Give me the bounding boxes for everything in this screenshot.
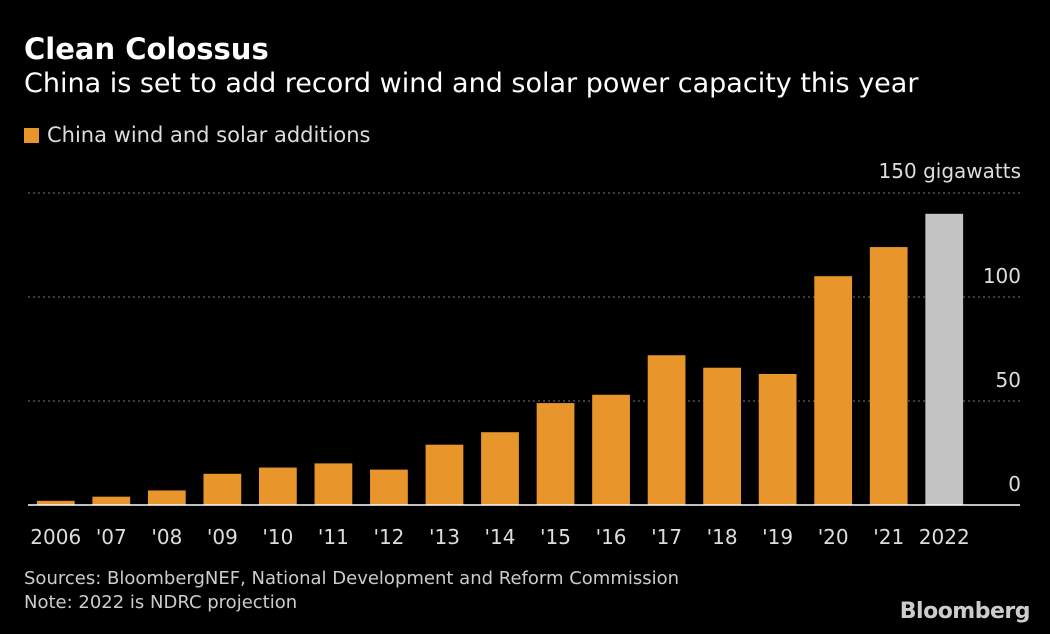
bar bbox=[758, 373, 797, 505]
bar bbox=[147, 490, 186, 505]
note-text: Note: 2022 is NDRC projection bbox=[24, 592, 298, 613]
chart-subtitle: China is set to add record wind and sola… bbox=[24, 68, 919, 99]
gridlines bbox=[28, 192, 1020, 402]
bar bbox=[370, 469, 408, 505]
y-tick-labels: 0 50 100 150 gigawatts bbox=[879, 159, 1021, 496]
x-tick-label: '13 bbox=[429, 525, 460, 549]
x-tick-label: 2006 bbox=[30, 525, 81, 549]
x-tick-label: '09 bbox=[207, 525, 238, 549]
x-tick-label: '11 bbox=[318, 525, 349, 549]
bar bbox=[536, 403, 575, 505]
x-tick-label: '12 bbox=[373, 525, 404, 549]
bar bbox=[481, 432, 519, 505]
bar bbox=[259, 467, 297, 505]
chart-title: Clean Colossus bbox=[24, 32, 269, 66]
y-tick-label: 50 bbox=[996, 368, 1021, 392]
x-tick-label: '21 bbox=[873, 525, 904, 549]
legend-swatch bbox=[24, 127, 39, 143]
bars bbox=[36, 213, 964, 506]
x-tick-label: '07 bbox=[96, 525, 127, 549]
bar bbox=[92, 496, 131, 505]
bar bbox=[925, 213, 964, 506]
bloomberg-logo: Bloomberg bbox=[899, 599, 1031, 624]
x-tick-label: '18 bbox=[707, 525, 738, 549]
x-tick-label: '15 bbox=[540, 525, 571, 549]
x-tick-label: '14 bbox=[485, 525, 516, 549]
x-tick-label: 2022 bbox=[919, 525, 970, 549]
bar bbox=[703, 367, 741, 505]
footer-notes: Sources: BloombergNEF, National Developm… bbox=[24, 567, 679, 615]
sources-text: Sources: BloombergNEF, National Developm… bbox=[24, 568, 680, 589]
y-tick-label: 100 bbox=[983, 264, 1021, 288]
bar bbox=[425, 444, 464, 505]
legend-label: China wind and solar additions bbox=[47, 123, 371, 147]
bar bbox=[592, 394, 630, 505]
x-tick-label: '10 bbox=[262, 525, 293, 549]
y-top-label: 150 gigawatts bbox=[879, 159, 1021, 183]
bar bbox=[314, 463, 353, 505]
x-tick-label: '19 bbox=[762, 525, 793, 549]
bar bbox=[647, 355, 686, 505]
x-tick-label: '20 bbox=[818, 525, 849, 549]
bar bbox=[203, 473, 242, 505]
legend: China wind and solar additions bbox=[24, 123, 371, 147]
x-tick-label: '08 bbox=[151, 525, 182, 549]
x-tick-label: '16 bbox=[596, 525, 627, 549]
x-tick-label: '17 bbox=[651, 525, 682, 549]
x-tick-labels: 2006 '07 '08 '09 '10 '11 '12 '13 '14 '15 '16 '17 '18… bbox=[30, 525, 969, 549]
bar bbox=[36, 500, 75, 505]
bar bbox=[869, 247, 908, 505]
y-tick-label: 0 bbox=[1008, 472, 1021, 496]
bar bbox=[814, 276, 853, 505]
